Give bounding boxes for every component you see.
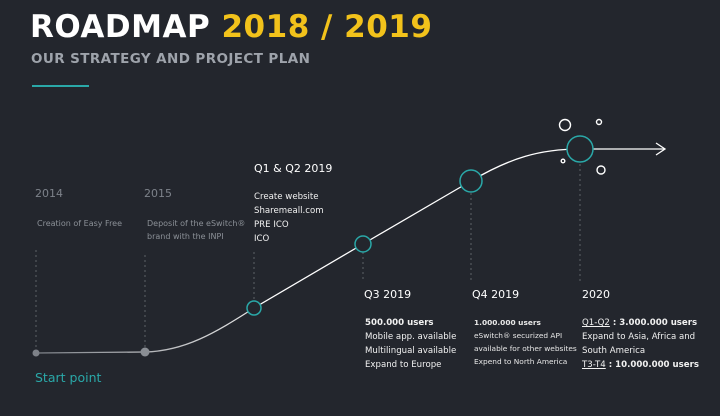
- milestone-q3-line: 500.000 users: [365, 318, 434, 328]
- node-q1q2: [246, 300, 262, 316]
- milestone-q4-line: 1.000.000 users: [474, 318, 541, 327]
- milestone-2015-year: 2015: [144, 187, 172, 200]
- milestone-q4-desc: 1.000.000 users eSwitch® securized API a…: [474, 316, 577, 368]
- node-2015: [140, 347, 150, 357]
- milestone-q3-line: Expand to Europe: [365, 360, 442, 370]
- bubble-deco-3: [560, 158, 566, 164]
- milestone-2015-desc: Deposit of the eSwitch® brand with the I…: [147, 217, 245, 243]
- arrow-head-icon: [655, 142, 667, 156]
- milestone-q4-line: eSwitch® securized API: [474, 331, 563, 340]
- milestone-2020-line-2: Expand to Asia, Africa and: [582, 332, 696, 342]
- title-underline: [32, 85, 89, 87]
- page-subtitle: OUR STRATEGY AND PROJECT PLAN: [31, 51, 311, 67]
- milestone-q4-line: Expend to North America: [474, 357, 568, 366]
- milestone-2020-q1q2-label: Q1-Q2: [582, 318, 610, 328]
- timeline-curve-past: [35, 307, 255, 354]
- title-roadmap: ROADMAP: [30, 9, 211, 45]
- milestone-q1q2-heading: Q1 & Q2 2019: [254, 162, 333, 175]
- bubble-deco-2: [595, 118, 603, 126]
- milestone-2020-q1q2-value: : 3.000.000 users: [609, 318, 698, 328]
- milestone-q4-line: available for other websites: [474, 344, 577, 353]
- milestone-q1q2-line: Create website: [254, 192, 319, 202]
- start-point-label: Start point: [35, 370, 102, 385]
- bubble-deco-1: [558, 118, 572, 132]
- milestone-2014-year: 2014: [35, 187, 63, 200]
- title-years: 2018 / 2019: [221, 9, 433, 45]
- milestone-2020-line-1: Q1-Q2 : 3.000.000 users: [582, 316, 699, 330]
- bubble-deco-4: [596, 165, 606, 175]
- milestone-q3-line: Multilingual available: [365, 346, 457, 356]
- milestone-q1q2-line: PRE ICO: [254, 220, 289, 230]
- milestone-2015-line: Deposit of the eSwitch®: [147, 219, 246, 228]
- milestone-2015-line: brand with the INPI: [147, 232, 224, 241]
- milestone-q1q2-line: ICO: [254, 234, 270, 244]
- page-title: ROADMAP 2018 / 2019: [30, 9, 432, 45]
- milestone-2020-q3q4-label: T3-T4: [582, 360, 606, 370]
- milestone-q1q2-line: Sharemeall.com: [254, 206, 324, 216]
- milestone-q1q2-desc: Create website Sharemeall.com PRE ICO IC…: [254, 190, 324, 246]
- node-2020: [566, 135, 594, 163]
- milestone-2014-desc: Creation of Easy Free: [37, 217, 122, 230]
- node-q3: [354, 235, 372, 253]
- milestone-q3-heading: Q3 2019: [364, 288, 412, 301]
- milestone-2020-desc: Q1-Q2 : 3.000.000 users Expand to Asia, …: [582, 316, 699, 372]
- node-2014: [32, 349, 40, 357]
- milestone-q3-line: Mobile app. available: [365, 332, 457, 342]
- milestone-2020-heading: 2020: [582, 288, 610, 301]
- milestone-2014-line: Creation of Easy Free: [37, 219, 123, 228]
- milestone-2020-line-4: T3-T4 : 10.000.000 users: [582, 358, 699, 372]
- node-q4: [459, 169, 483, 193]
- milestone-2020-q3q4-value: : 10.000.000 users: [605, 360, 699, 370]
- milestone-2020-line-3: South America: [582, 346, 646, 356]
- milestone-q4-heading: Q4 2019: [472, 288, 520, 301]
- milestone-q3-desc: 500.000 users Mobile app. available Mult…: [365, 316, 456, 372]
